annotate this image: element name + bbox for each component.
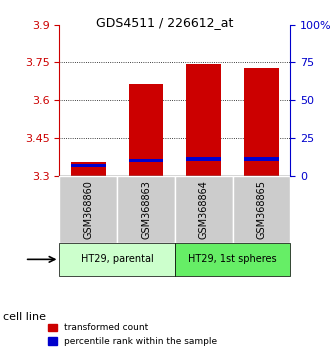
Text: GDS4511 / 226612_at: GDS4511 / 226612_at: [96, 16, 234, 29]
Bar: [186, 157, 221, 160]
Bar: [244, 157, 279, 160]
Text: GSM368865: GSM368865: [256, 179, 267, 239]
Bar: [71, 162, 106, 176]
FancyBboxPatch shape: [59, 176, 117, 242]
Bar: [129, 159, 163, 162]
Text: GSM368864: GSM368864: [199, 180, 209, 239]
Text: GSM368863: GSM368863: [141, 180, 151, 239]
Text: cell line: cell line: [3, 312, 46, 322]
Bar: [244, 68, 279, 176]
FancyBboxPatch shape: [175, 242, 290, 276]
Legend: transformed count, percentile rank within the sample: transformed count, percentile rank withi…: [44, 320, 221, 349]
FancyBboxPatch shape: [117, 176, 175, 242]
Text: HT29, parental: HT29, parental: [81, 255, 153, 264]
Bar: [186, 64, 221, 176]
FancyBboxPatch shape: [175, 176, 233, 242]
FancyBboxPatch shape: [59, 242, 175, 276]
Text: GSM368860: GSM368860: [83, 180, 93, 239]
Bar: [129, 84, 163, 176]
Bar: [71, 164, 106, 167]
FancyBboxPatch shape: [233, 176, 290, 242]
Text: HT29, 1st spheres: HT29, 1st spheres: [188, 255, 277, 264]
